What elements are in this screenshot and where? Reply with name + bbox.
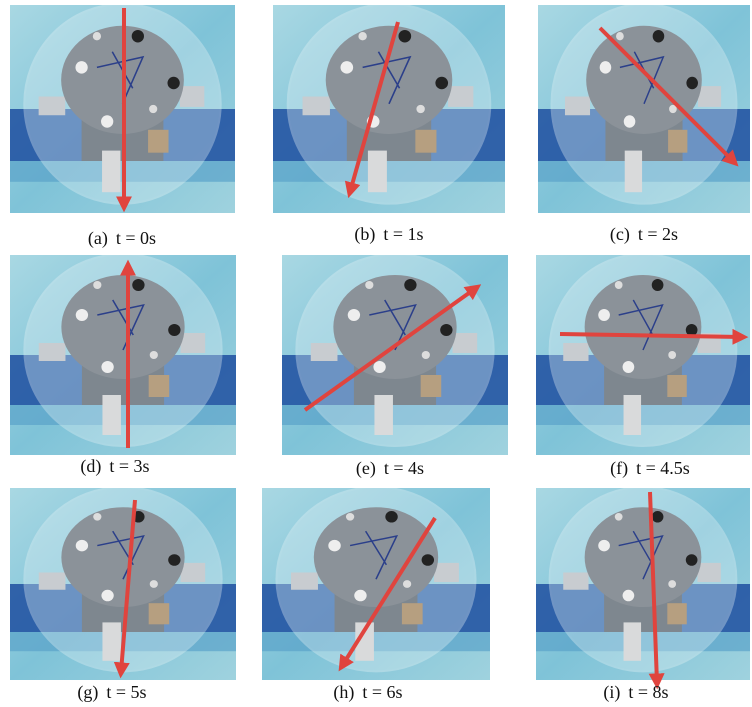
caption-label: (f) xyxy=(610,458,628,479)
caption-time: t = 6s xyxy=(362,682,402,702)
caption: (c) t = 2s xyxy=(610,224,678,245)
photo xyxy=(273,4,505,213)
caption-time: t = 3s xyxy=(109,456,149,476)
caption: (b) t = 1s xyxy=(354,224,423,245)
caption-time: t = 5s xyxy=(106,682,146,702)
caption-label: (a) xyxy=(88,228,108,249)
caption: (g) t = 5s xyxy=(77,682,146,703)
caption: (h) t = 6s xyxy=(333,682,402,703)
caption-label: (d) xyxy=(80,456,101,477)
caption-time: t = 2s xyxy=(638,224,678,244)
caption-time: t = 4s xyxy=(384,458,424,478)
caption: (d) t = 3s xyxy=(80,456,149,477)
caption: (a) t = 0s xyxy=(88,228,156,249)
caption: (e) t = 4s xyxy=(356,458,424,479)
caption-time: t = 8s xyxy=(628,682,668,702)
caption-label: (h) xyxy=(333,682,354,703)
photo xyxy=(536,487,750,680)
photo xyxy=(10,254,236,455)
caption-label: (g) xyxy=(77,682,98,703)
photo xyxy=(538,4,750,213)
photo xyxy=(262,487,490,680)
figure: (a)t = 0s (b)t = 1s (c)t = 2s (d)t = 3s … xyxy=(0,0,752,707)
caption-time: t = 1s xyxy=(383,224,423,244)
caption-label: (i) xyxy=(603,682,620,703)
caption-label: (c) xyxy=(610,224,630,245)
photo xyxy=(536,254,750,455)
caption-label: (b) xyxy=(354,224,375,245)
caption: (i) t = 8s xyxy=(603,682,668,703)
caption-time: t = 4.5s xyxy=(636,458,690,478)
caption-label: (e) xyxy=(356,458,376,479)
photo xyxy=(282,254,508,455)
caption-time: t = 0s xyxy=(116,228,156,248)
caption: (f) t = 4.5s xyxy=(610,458,690,479)
